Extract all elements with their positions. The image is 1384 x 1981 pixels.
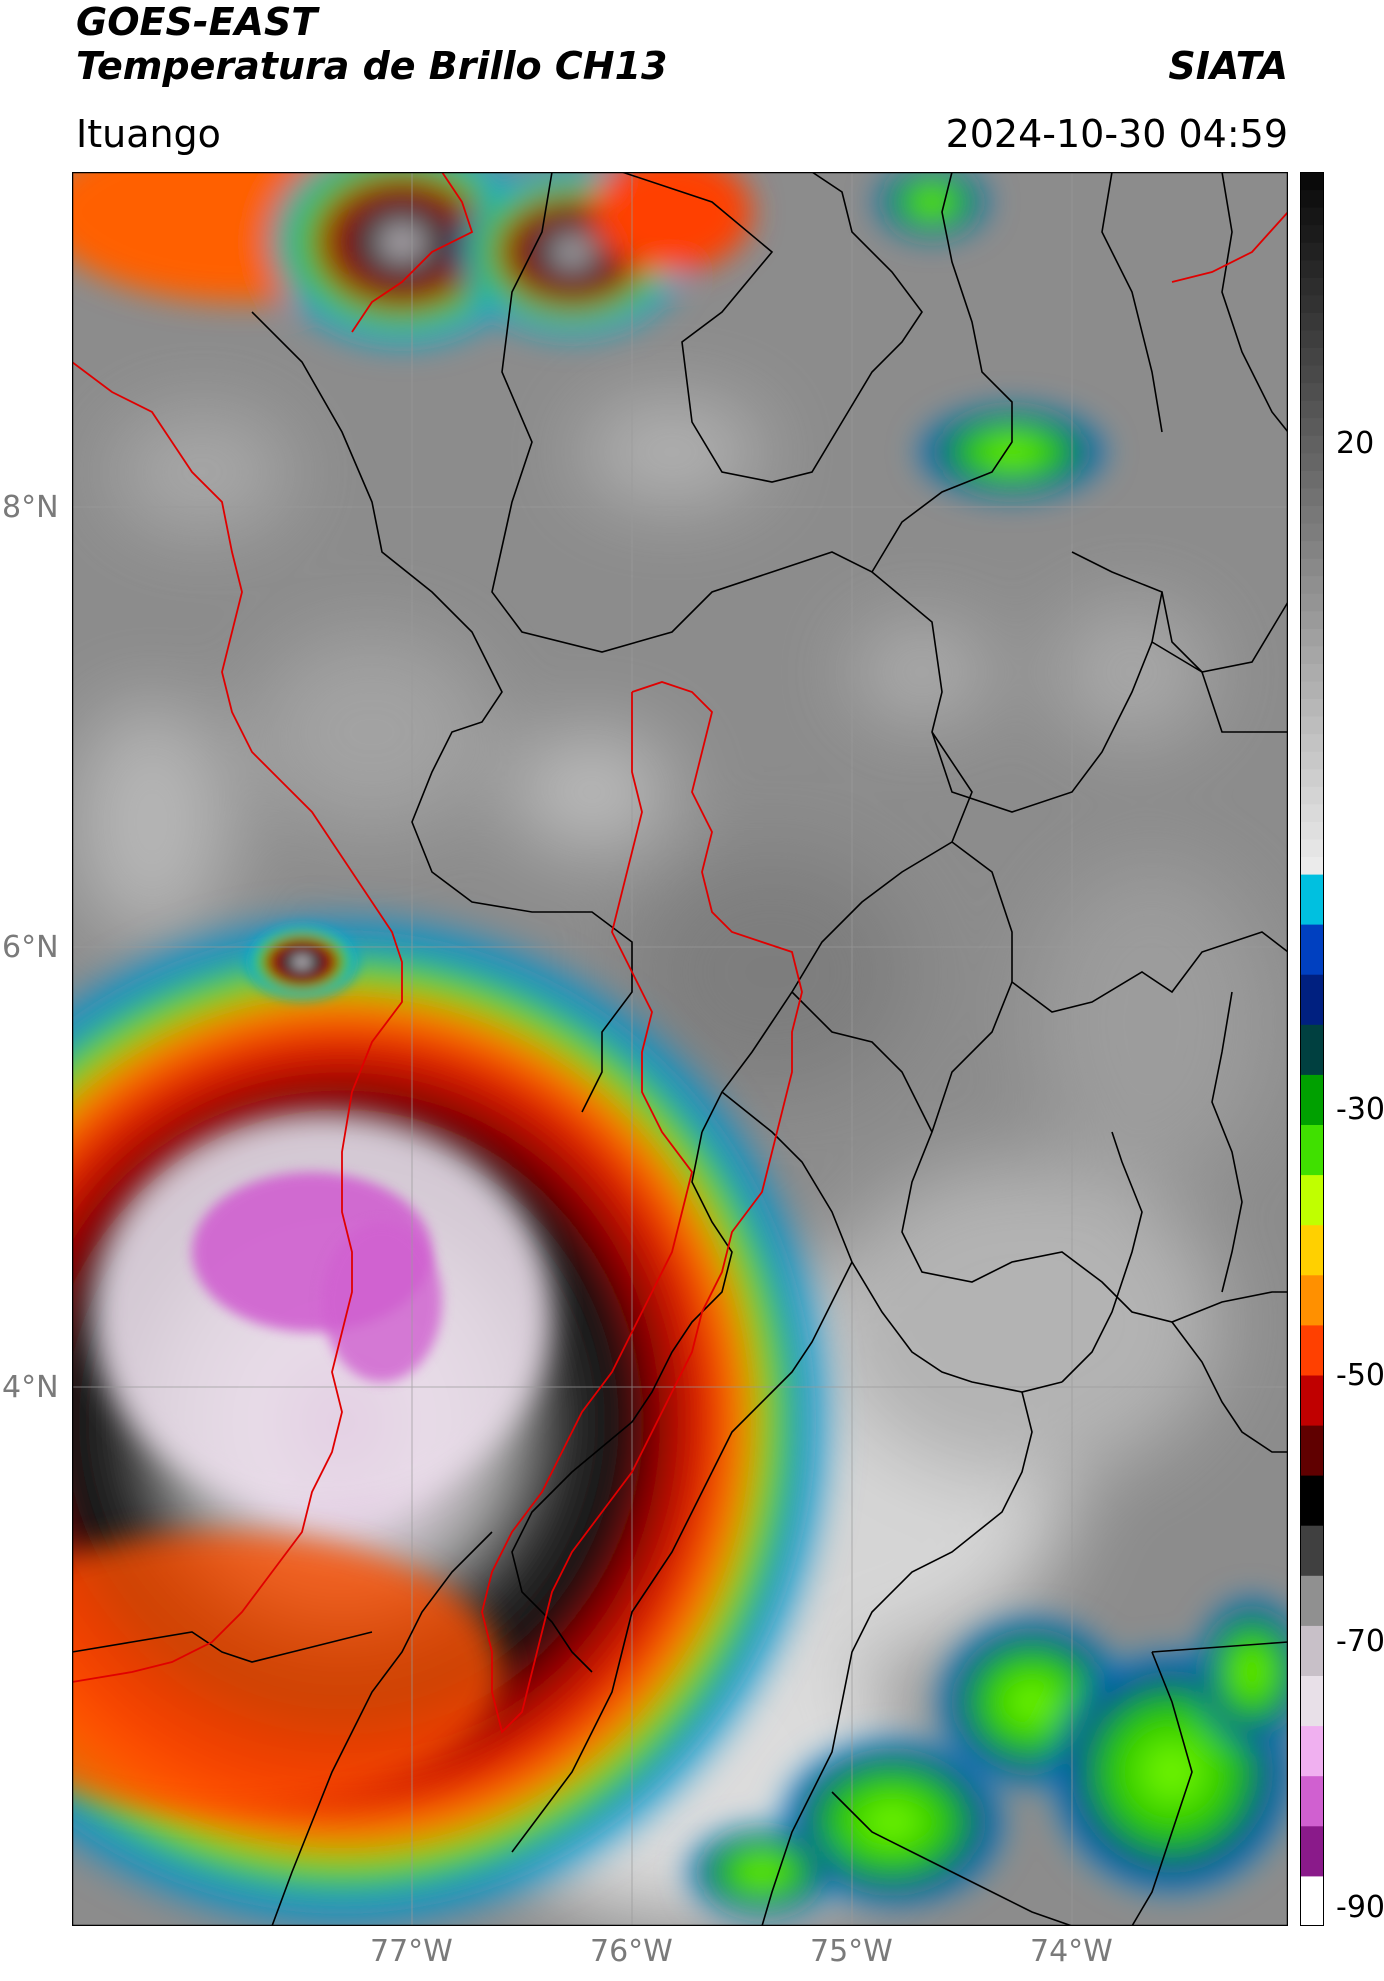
north-storm — [72, 172, 1112, 502]
colorbar-band — [1300, 1124, 1324, 1176]
colorbar-band — [1300, 1174, 1324, 1226]
lat-label-6n: 6°N — [2, 930, 59, 965]
colorbar-tick-minus70: -70 — [1336, 1624, 1384, 1659]
colorbar-band — [1300, 1725, 1324, 1777]
colorbar-gray-band — [1300, 470, 1324, 489]
colorbar-band — [1300, 1875, 1324, 1926]
colorbar-gray-band — [1300, 365, 1324, 384]
red-boundaries — [72, 172, 1288, 1734]
colorbar-tick-minus50: -50 — [1336, 1358, 1384, 1393]
colorbar-band — [1300, 1675, 1324, 1727]
colorbar-gray-band — [1300, 838, 1324, 857]
colorbar-gray-band — [1300, 610, 1324, 629]
map-frame — [72, 172, 1288, 1926]
organization-label: SIATA — [1168, 44, 1288, 88]
colorbar-gray-band — [1300, 505, 1324, 524]
colorbar-gray-band — [1300, 224, 1324, 243]
colorbar-gray-band — [1300, 417, 1324, 436]
colorbar-bands — [1300, 172, 1324, 1926]
colorbar-band — [1300, 1475, 1324, 1526]
colorbar-gray-band — [1300, 680, 1324, 699]
lat-label-4n: 4°N — [2, 1370, 59, 1405]
colorbar-gray-band — [1300, 786, 1324, 805]
colorbar-band — [1300, 1825, 1324, 1877]
datetime-label: 2024-10-30 04:59 — [945, 112, 1288, 156]
colorbar-gray-band — [1300, 294, 1324, 313]
colorbar-gray-band — [1300, 347, 1324, 366]
colorbar-gray-band — [1300, 259, 1324, 278]
colorbar-gray-band — [1300, 716, 1324, 735]
colorbar-gray-band — [1300, 207, 1324, 226]
colorbar-band — [1300, 974, 1324, 1025]
colorbar — [1300, 172, 1324, 1926]
colorbar-band — [1300, 1625, 1324, 1676]
colorbar-band — [1300, 874, 1324, 925]
colorbar-gray-band — [1300, 593, 1324, 612]
colorbar-gray-band — [1300, 768, 1324, 787]
lon-label-74w: 74°W — [1030, 1934, 1113, 1969]
colorbar-gray-band — [1300, 400, 1324, 419]
colorbar-gray-band — [1300, 751, 1324, 770]
colorbar-gray-band — [1300, 575, 1324, 594]
colorbar-gray-band — [1300, 856, 1324, 875]
colorbar-band — [1300, 1074, 1324, 1125]
colorbar-gray-band — [1300, 277, 1324, 296]
lat-label-8n: 8°N — [2, 490, 59, 525]
colorbar-band — [1300, 1274, 1324, 1326]
colorbar-band — [1300, 1575, 1324, 1626]
colorbar-band — [1300, 1324, 1324, 1376]
colorbar-band — [1300, 1425, 1324, 1476]
colorbar-gray-band — [1300, 645, 1324, 664]
colorbar-gray-band — [1300, 312, 1324, 331]
southeast-convection — [682, 1592, 1288, 1922]
colorbar-gray-band — [1300, 663, 1324, 682]
lon-label-75w: 75°W — [810, 1934, 893, 1969]
colorbar-gray-band — [1300, 698, 1324, 717]
colorbar-gray-band — [1300, 733, 1324, 752]
colorbar-gray-band — [1300, 435, 1324, 454]
colorbar-band — [1300, 1775, 1324, 1827]
colorbar-gray-band — [1300, 172, 1324, 191]
colorbar-gray-band — [1300, 242, 1324, 261]
graticule — [72, 172, 1288, 1926]
lon-label-76w: 76°W — [590, 1934, 673, 1969]
colorbar-gray-band — [1300, 189, 1324, 208]
colorbar-gray-band — [1300, 540, 1324, 559]
colorbar-gray-band — [1300, 452, 1324, 471]
colorbar-gray-band — [1300, 821, 1324, 840]
colorbar-gray-band — [1300, 382, 1324, 401]
colorbar-gray-band — [1300, 523, 1324, 542]
colorbar-gray-band — [1300, 329, 1324, 348]
colorbar-band — [1300, 1224, 1324, 1276]
colorbar-tick-minus30: -30 — [1336, 1092, 1384, 1127]
colorbar-band — [1300, 924, 1324, 975]
colorbar-band — [1300, 1375, 1324, 1426]
title-line-1: GOES-EAST — [76, 0, 318, 44]
region-label: Ituango — [76, 112, 221, 156]
colorbar-gray-band — [1300, 628, 1324, 647]
colorbar-gray-band — [1300, 803, 1324, 822]
lon-label-77w: 77°W — [370, 1934, 453, 1969]
colorbar-tick-20: 20 — [1336, 426, 1375, 461]
satellite-map — [72, 172, 1288, 1926]
department-boundaries — [72, 172, 1288, 1926]
colorbar-band — [1300, 1525, 1324, 1576]
title-line-2: Temperatura de Brillo CH13 — [76, 44, 668, 88]
colorbar-gray-band — [1300, 487, 1324, 506]
colorbar-band — [1300, 1024, 1324, 1075]
colorbar-tick-minus90: -90 — [1336, 1890, 1384, 1925]
colorbar-gray-band — [1300, 558, 1324, 577]
